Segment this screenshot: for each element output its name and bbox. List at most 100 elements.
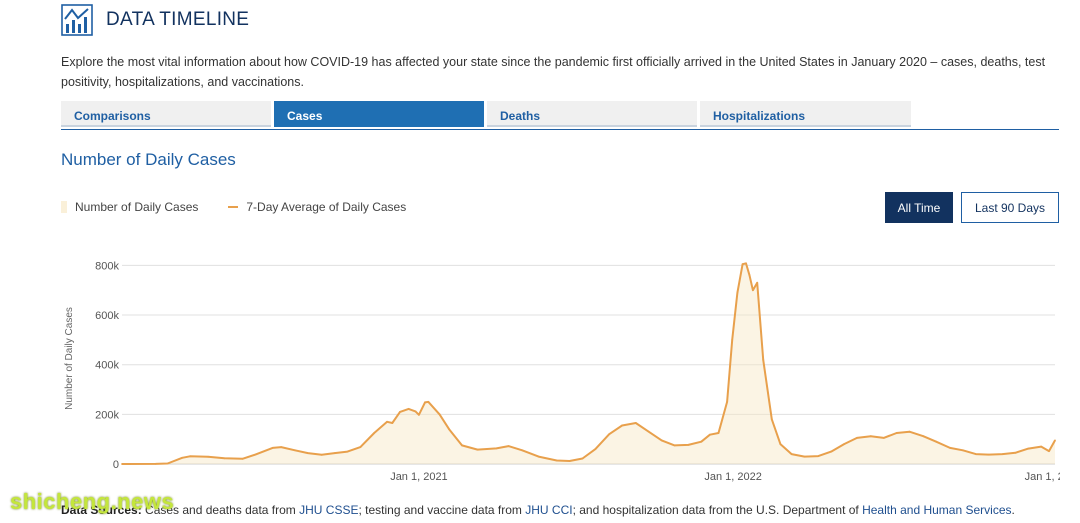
all-time-button[interactable]: All Time [885, 192, 953, 223]
data-point [922, 435, 925, 438]
data-point [1048, 450, 1050, 452]
data-point [748, 274, 751, 277]
data-point [568, 460, 571, 462]
data-point [687, 444, 690, 446]
data-point [154, 463, 157, 465]
x-tick-label: Jan 1, 20 [1025, 471, 1060, 483]
tab-hospitalizations[interactable]: Hospitalizations [700, 101, 911, 127]
chart-title: Number of Daily Cases [61, 150, 236, 169]
data-point [495, 447, 498, 450]
data-point [399, 411, 401, 413]
data-point [717, 432, 720, 434]
data-point [709, 433, 711, 436]
data-point [294, 449, 296, 452]
data-point [935, 440, 938, 443]
data-point [856, 437, 858, 439]
data-point [882, 437, 885, 439]
tab-deaths[interactable]: Deaths [487, 101, 697, 127]
data-point [790, 453, 793, 455]
data-point [895, 432, 898, 434]
data-point [1040, 445, 1043, 448]
data-point [189, 455, 191, 458]
data-point [762, 358, 765, 361]
data-point [647, 430, 650, 433]
data-point [207, 455, 210, 458]
data-point [700, 440, 703, 443]
data-point [830, 450, 833, 453]
data-point [803, 455, 806, 458]
data-point [974, 453, 977, 455]
data-point [555, 459, 558, 462]
last-90-days-button[interactable]: Last 90 Days [961, 192, 1059, 223]
data-point [731, 339, 734, 341]
watermark: shicheng.news [10, 489, 175, 514]
data-point [817, 455, 820, 457]
data-point [438, 413, 441, 416]
data-point [752, 289, 754, 292]
chart-legend: Number of Daily Cases 7-Day Average of D… [61, 200, 436, 214]
tab-cases[interactable]: Cases [274, 101, 484, 127]
y-tick-label: 200k [95, 409, 119, 421]
data-point [987, 453, 990, 456]
legend-item-7day-average[interactable]: 7-Day Average of Daily Cases [228, 200, 406, 214]
data-point [320, 453, 323, 456]
data-point [736, 291, 739, 294]
data-point [373, 432, 376, 434]
x-tick-label: Jan 1, 2022 [704, 471, 762, 483]
data-point [418, 413, 420, 416]
data-point [223, 457, 226, 460]
data-point [407, 408, 410, 410]
data-point [608, 433, 611, 436]
daily-cases-chart: Number of Daily Cases 0 200k 400k 600k 800k Ja… [64, 260, 1060, 483]
sources-text-3: ; and hospitalization data from the U.S.… [572, 503, 863, 517]
intro-text: Explore the most vital information about… [61, 55, 1046, 89]
data-point [594, 448, 597, 450]
legend-item-daily-cases[interactable]: Number of Daily Cases [61, 200, 198, 214]
page-title: DATA TIMELINE [106, 9, 250, 30]
data-point [346, 450, 349, 453]
data-point [241, 457, 244, 460]
line-chart-icon [61, 4, 93, 36]
data-point [427, 401, 430, 403]
data-point [386, 420, 388, 423]
data-point [521, 449, 524, 452]
data-point [660, 439, 663, 442]
data-point [280, 446, 283, 448]
data-point [507, 445, 510, 447]
y-tick-label: 800k [95, 260, 119, 272]
data-point [1054, 439, 1056, 442]
data-point [307, 452, 309, 454]
x-tick-label: Jan 1, 2021 [390, 471, 448, 483]
sources-label: Data Sources: [61, 503, 142, 517]
data-point [1001, 453, 1004, 455]
data-point [962, 449, 964, 452]
data-point [726, 401, 728, 403]
data-point [949, 447, 951, 449]
data-point [333, 452, 336, 454]
data-point [254, 453, 257, 456]
data-point [1027, 447, 1030, 450]
data-point [770, 418, 773, 421]
data-point [271, 447, 274, 449]
data-point [745, 262, 747, 265]
data-point [1014, 451, 1017, 454]
legend-label-daily-cases: Number of Daily Cases [75, 200, 199, 214]
y-tick-label: 0 [113, 459, 119, 471]
line-swatch-icon [228, 206, 239, 208]
data-point [673, 444, 676, 447]
tab-comparisons[interactable]: Comparisons [61, 101, 271, 127]
data-sources: Data Sources: Cases and deaths data from… [61, 503, 1015, 517]
data-point [756, 281, 759, 284]
sources-text-2: ; testing and vaccine data from [358, 503, 526, 517]
data-point [537, 455, 540, 458]
data-point [476, 448, 479, 451]
data-point [166, 462, 169, 465]
tab-bar: Comparisons Cases Deaths Hospitalization… [61, 101, 1059, 130]
jhu-csse-link[interactable]: JHU CSSE [299, 503, 359, 517]
data-point [621, 424, 623, 427]
jhu-cci-link[interactable]: JHU CCI [525, 503, 573, 517]
data-point [461, 444, 463, 447]
hhs-link[interactable]: Health and Human Services [862, 503, 1012, 517]
data-point [779, 443, 782, 445]
data-point [741, 263, 744, 266]
